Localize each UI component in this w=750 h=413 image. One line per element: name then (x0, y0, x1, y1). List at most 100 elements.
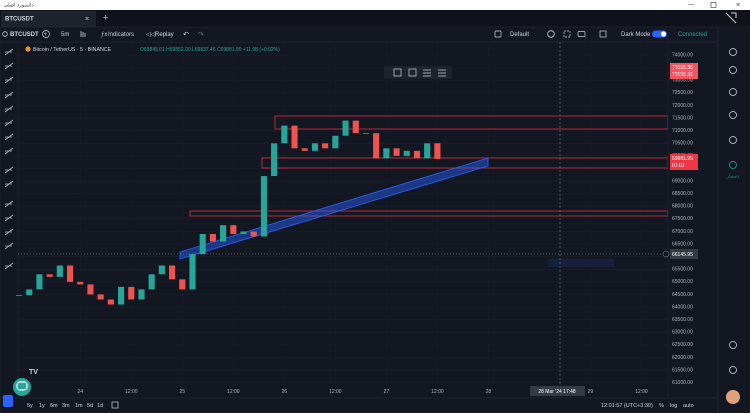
sidebar-icon[interactable] (729, 341, 737, 349)
candle (311, 143, 318, 151)
symbol-search[interactable]: BTCUSDT (10, 32, 39, 38)
range-button[interactable]: 5y (27, 403, 33, 409)
assistant-label[interactable]: دستیار (726, 175, 739, 180)
new-tab[interactable]: + (103, 12, 108, 22)
fullscreen-button[interactable] (563, 30, 571, 38)
minimize-button[interactable]: — (688, 3, 694, 9)
sidebar-icon[interactable] (729, 88, 737, 96)
replay-icon: ◁◁ (146, 32, 156, 38)
tool-icon[interactable] (4, 200, 14, 208)
indicators-icon: ƒx (101, 32, 107, 38)
close-button[interactable]: × (736, 2, 740, 9)
x-tick-label: 29 (588, 389, 594, 395)
undo-button[interactable]: ↶ (183, 31, 189, 38)
window-title: داشبورد اصلی (4, 3, 34, 9)
range-button[interactable]: 1y (39, 403, 45, 409)
chat-button[interactable] (13, 378, 31, 396)
settings-button[interactable] (547, 30, 555, 38)
auto-button[interactable]: auto (683, 403, 694, 409)
candle (271, 143, 278, 177)
compare-button[interactable] (42, 30, 50, 38)
sidebar-icon[interactable] (729, 66, 737, 74)
interval-button[interactable]: 5m (61, 32, 69, 38)
crosshair-time-label (530, 386, 585, 396)
tool-icon[interactable] (4, 105, 14, 113)
candle (189, 254, 196, 290)
layout-button[interactable]: Default (510, 32, 529, 38)
crosshair-plus[interactable] (662, 250, 670, 258)
go-to-date[interactable] (111, 401, 119, 409)
tool-icon[interactable] (4, 147, 14, 155)
chart-type-icon[interactable] (80, 31, 86, 37)
tab[interactable] (1, 11, 96, 27)
float-tool[interactable] (438, 69, 446, 77)
range-button[interactable]: 3m (62, 403, 70, 409)
window-button[interactable] (599, 30, 607, 38)
tool-icon[interactable] (4, 228, 14, 236)
candle (362, 133, 370, 135)
candle (15, 295, 23, 297)
legend-symbol: Bitcoin / TetherUS · 5 · BINANCE (33, 47, 112, 53)
range-button[interactable]: 1d (97, 403, 103, 409)
x-tick-label: 12:00 (125, 389, 138, 395)
indicators-button[interactable]: Indicators (108, 32, 134, 38)
tool-icon[interactable] (4, 166, 14, 174)
y-tick-label: 61000.00 (672, 380, 693, 386)
candle (301, 148, 308, 151)
candle (383, 148, 390, 159)
candle (118, 286, 125, 305)
sidebar-icon[interactable] (729, 111, 737, 119)
range-button[interactable]: 5d (87, 403, 93, 409)
trend-channel[interactable] (179, 157, 489, 260)
x-tick-label: 12:00 (635, 389, 648, 395)
search-icon[interactable] (2, 31, 8, 37)
y-tick-label: 66500.00 (672, 241, 693, 247)
sidebar-icon[interactable] (729, 161, 737, 169)
help-button[interactable] (3, 395, 13, 407)
tool-icon[interactable] (4, 262, 14, 270)
candle (352, 120, 359, 134)
redo-button[interactable]: ↷ (198, 31, 204, 38)
bar-countdown: 03:02 (672, 163, 685, 169)
y-tick-label: 63500.00 (672, 317, 693, 323)
y-tick-label: 62500.00 (672, 342, 693, 348)
avatar[interactable] (726, 390, 740, 404)
percent-button[interactable]: % (659, 403, 664, 409)
replay-button[interactable]: Replay (155, 32, 174, 38)
tool-icon[interactable] (4, 242, 14, 250)
y-tick-label: 67000.00 (672, 229, 693, 235)
tab-close[interactable]: × (85, 16, 89, 23)
float-tool[interactable] (423, 69, 431, 77)
maximize-button[interactable] (710, 2, 717, 8)
y-tick-label: 72000.00 (672, 103, 693, 109)
tool-icon[interactable] (4, 91, 14, 99)
tool-icon[interactable] (4, 62, 14, 70)
current-price-label (670, 154, 698, 170)
screenshot-button[interactable] (577, 31, 586, 37)
float-tool[interactable] (408, 68, 417, 77)
tool-icon[interactable] (4, 214, 14, 222)
candle (424, 143, 431, 159)
y-tick-label: 73000.00 (672, 78, 693, 84)
sidebar-icon[interactable] (729, 366, 737, 374)
tool-icon[interactable] (4, 133, 14, 141)
candle (260, 176, 267, 237)
float-tool[interactable] (393, 68, 402, 77)
sidebar-icon[interactable] (729, 48, 737, 56)
range-button[interactable]: 6m (50, 403, 58, 409)
layout-icon[interactable] (494, 30, 502, 38)
tool-icon[interactable] (4, 76, 14, 84)
log-button[interactable]: log (670, 403, 677, 409)
legend-ohlc: O69845.01 H69852.00 L69837.46 C69881.99 … (140, 47, 280, 53)
x-tick-label: 26 (282, 389, 288, 395)
alert-price-label (670, 63, 698, 79)
range-button[interactable]: 1m (75, 403, 83, 409)
tool-icon[interactable] (4, 119, 14, 127)
y-tick-label: 64500.00 (672, 292, 693, 298)
tool-icon[interactable] (4, 48, 14, 56)
tool-icon[interactable] (4, 180, 14, 188)
sidebar-icon[interactable] (729, 136, 737, 144)
chat-icon (16, 381, 28, 391)
crosshair-time: 28 Mar '24 17:48 (538, 389, 576, 395)
